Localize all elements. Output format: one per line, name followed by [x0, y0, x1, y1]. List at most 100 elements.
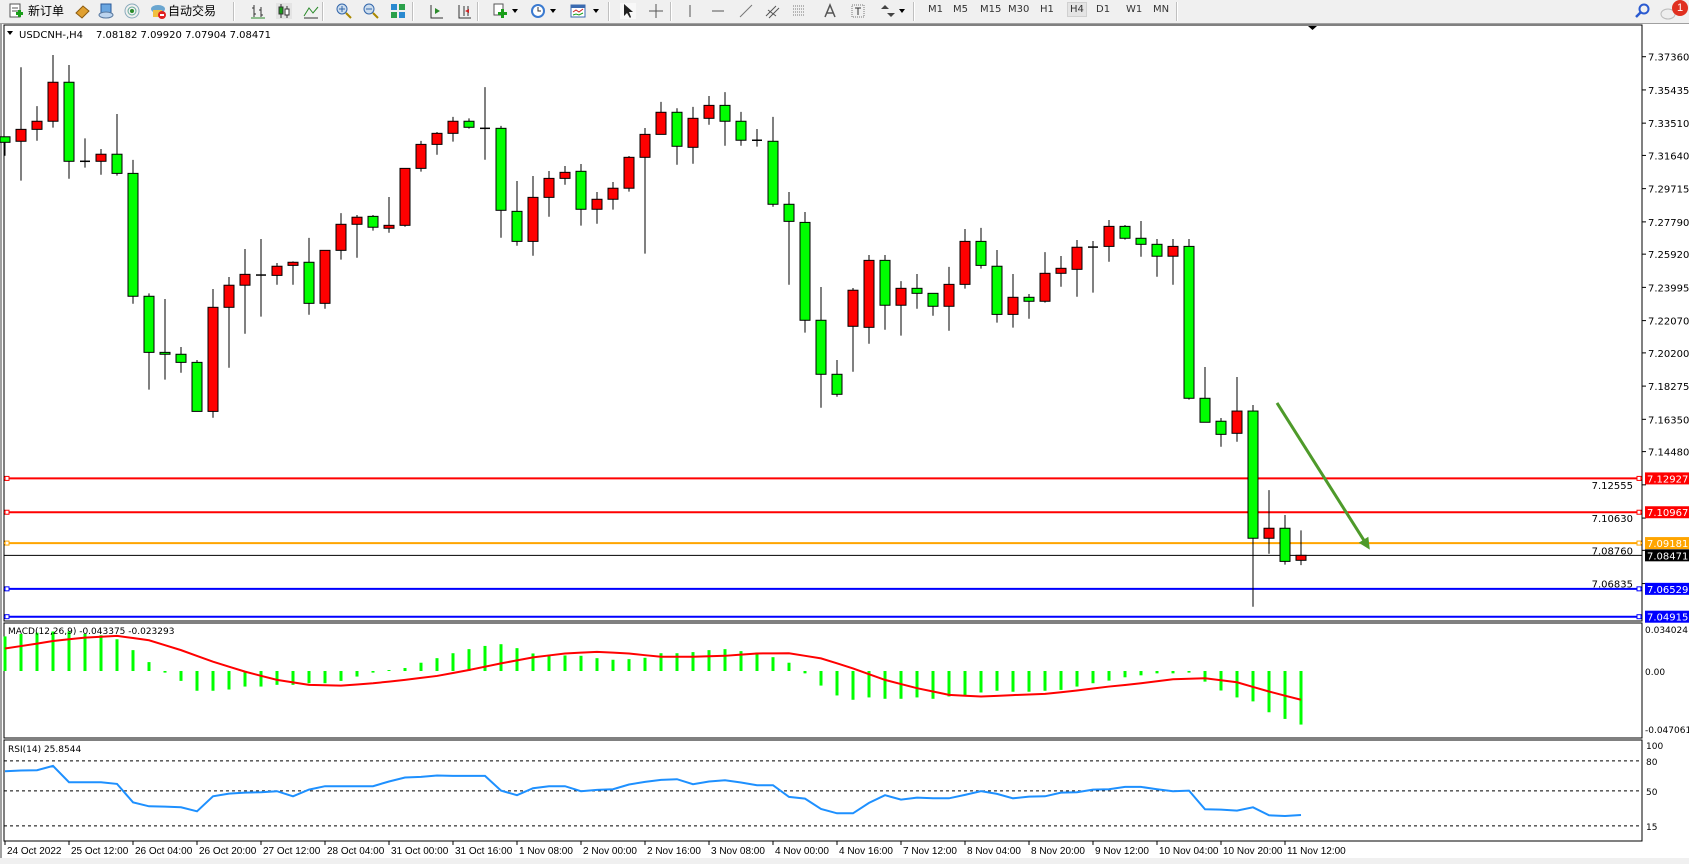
candle[interactable] [783, 192, 795, 285]
candle[interactable] [911, 274, 923, 309]
candle[interactable] [543, 170, 555, 217]
candle[interactable] [287, 261, 299, 285]
timeframe-w1[interactable]: W1 [1126, 4, 1143, 15]
candle[interactable] [1039, 252, 1051, 303]
market-watch-icon[interactable] [98, 3, 114, 19]
equidistant-channel-icon[interactable] [765, 3, 781, 19]
candle[interactable] [63, 64, 75, 179]
candle[interactable] [15, 67, 27, 181]
level-handle-left[interactable] [4, 586, 10, 592]
candle[interactable] [415, 140, 427, 172]
signals-icon[interactable] [124, 3, 140, 19]
auto-scroll-icon[interactable] [456, 3, 472, 19]
candle[interactable] [239, 248, 251, 334]
candle[interactable] [463, 118, 475, 129]
level-handle-left[interactable] [4, 540, 10, 546]
timeframe-m15[interactable]: M15 [980, 4, 1002, 15]
crosshair-icon[interactable] [648, 3, 664, 19]
candle[interactable] [752, 129, 762, 147]
candle[interactable] [111, 114, 123, 176]
new-order-button[interactable]: 新订单 [28, 4, 65, 18]
periods-clock-icon[interactable] [530, 3, 546, 19]
trendline-icon[interactable] [738, 3, 754, 19]
candle[interactable] [207, 289, 219, 418]
zoom-out-icon[interactable] [363, 3, 379, 19]
candle[interactable] [447, 116, 459, 142]
level-handle-right[interactable] [1636, 475, 1642, 481]
candle[interactable] [623, 155, 635, 192]
candle[interactable] [815, 286, 827, 408]
level-handle-left[interactable] [4, 614, 10, 620]
candle[interactable] [607, 182, 619, 210]
trend-arrow[interactable] [1275, 402, 1370, 550]
candle[interactable] [975, 227, 987, 269]
main-price-pane[interactable] [3, 24, 1643, 622]
candle[interactable] [351, 214, 363, 258]
text-label-icon[interactable] [850, 3, 866, 19]
candle[interactable] [175, 347, 187, 373]
candle[interactable] [1263, 490, 1275, 554]
timeframe-d1[interactable]: D1 [1096, 4, 1111, 15]
candle[interactable] [1088, 241, 1098, 293]
candle[interactable] [591, 192, 603, 224]
candle[interactable] [671, 108, 683, 165]
candle[interactable] [1247, 405, 1259, 607]
candle[interactable] [767, 116, 779, 207]
candle[interactable] [1151, 238, 1163, 277]
candle[interactable] [575, 164, 587, 226]
chevron-down-icon[interactable] [899, 9, 905, 13]
candle[interactable] [639, 127, 651, 254]
candle[interactable] [383, 197, 395, 233]
candle[interactable] [191, 359, 203, 412]
candle[interactable] [319, 249, 331, 309]
gold-icon[interactable] [74, 3, 90, 19]
timeframe-m1[interactable]: M1 [928, 4, 943, 15]
candle[interactable] [943, 266, 955, 331]
chevron-down-icon[interactable] [593, 9, 599, 13]
candle[interactable] [655, 101, 667, 135]
line-chart-icon[interactable] [303, 3, 319, 19]
search-icon[interactable] [1634, 3, 1650, 19]
macd-pane[interactable] [3, 622, 1643, 739]
candle[interactable] [863, 255, 875, 344]
level-handle-right[interactable] [1636, 509, 1642, 515]
candle[interactable] [1167, 238, 1179, 285]
bar-chart-icon[interactable] [250, 3, 266, 19]
candle[interactable] [991, 250, 1003, 323]
candle[interactable] [31, 106, 43, 141]
notification-badge[interactable]: 1 [1672, 0, 1688, 16]
zoom-in-icon[interactable] [336, 3, 352, 19]
chart-shift-marker-icon[interactable] [1308, 26, 1317, 30]
candle[interactable] [1295, 530, 1307, 566]
auto-trading-icon[interactable] [150, 3, 166, 19]
candle[interactable] [47, 54, 59, 128]
candle[interactable] [159, 299, 171, 380]
fibonacci-icon[interactable] [792, 3, 808, 19]
candlestick-chart-icon[interactable] [276, 3, 292, 19]
candle[interactable] [735, 111, 747, 146]
candle[interactable] [80, 138, 90, 168]
auto-trading-button[interactable]: 自动交易 [168, 4, 217, 18]
candle[interactable] [895, 281, 907, 336]
candle[interactable] [847, 287, 859, 372]
timeframe-m30[interactable]: M30 [1008, 4, 1030, 15]
candle[interactable] [143, 293, 155, 390]
level-handle-left[interactable] [4, 475, 10, 481]
new-chart-icon[interactable] [492, 3, 508, 19]
candle[interactable] [559, 165, 571, 185]
candle[interactable] [1071, 240, 1083, 297]
horizontal-line-icon[interactable] [710, 3, 726, 19]
candle[interactable] [335, 213, 347, 260]
level-handle-right[interactable] [1636, 614, 1642, 620]
timeframe-mn[interactable]: MN [1153, 4, 1170, 15]
candle[interactable] [1199, 367, 1211, 423]
candle[interactable] [1103, 219, 1115, 262]
cursor-icon[interactable] [620, 3, 636, 19]
candle[interactable] [1023, 294, 1035, 319]
timeframe-h4[interactable]: H4 [1067, 2, 1087, 17]
level-handle-right[interactable] [1636, 540, 1642, 546]
chevron-down-icon[interactable] [550, 9, 556, 13]
timeframe-m5[interactable]: M5 [953, 4, 968, 15]
candle[interactable] [1183, 238, 1195, 400]
